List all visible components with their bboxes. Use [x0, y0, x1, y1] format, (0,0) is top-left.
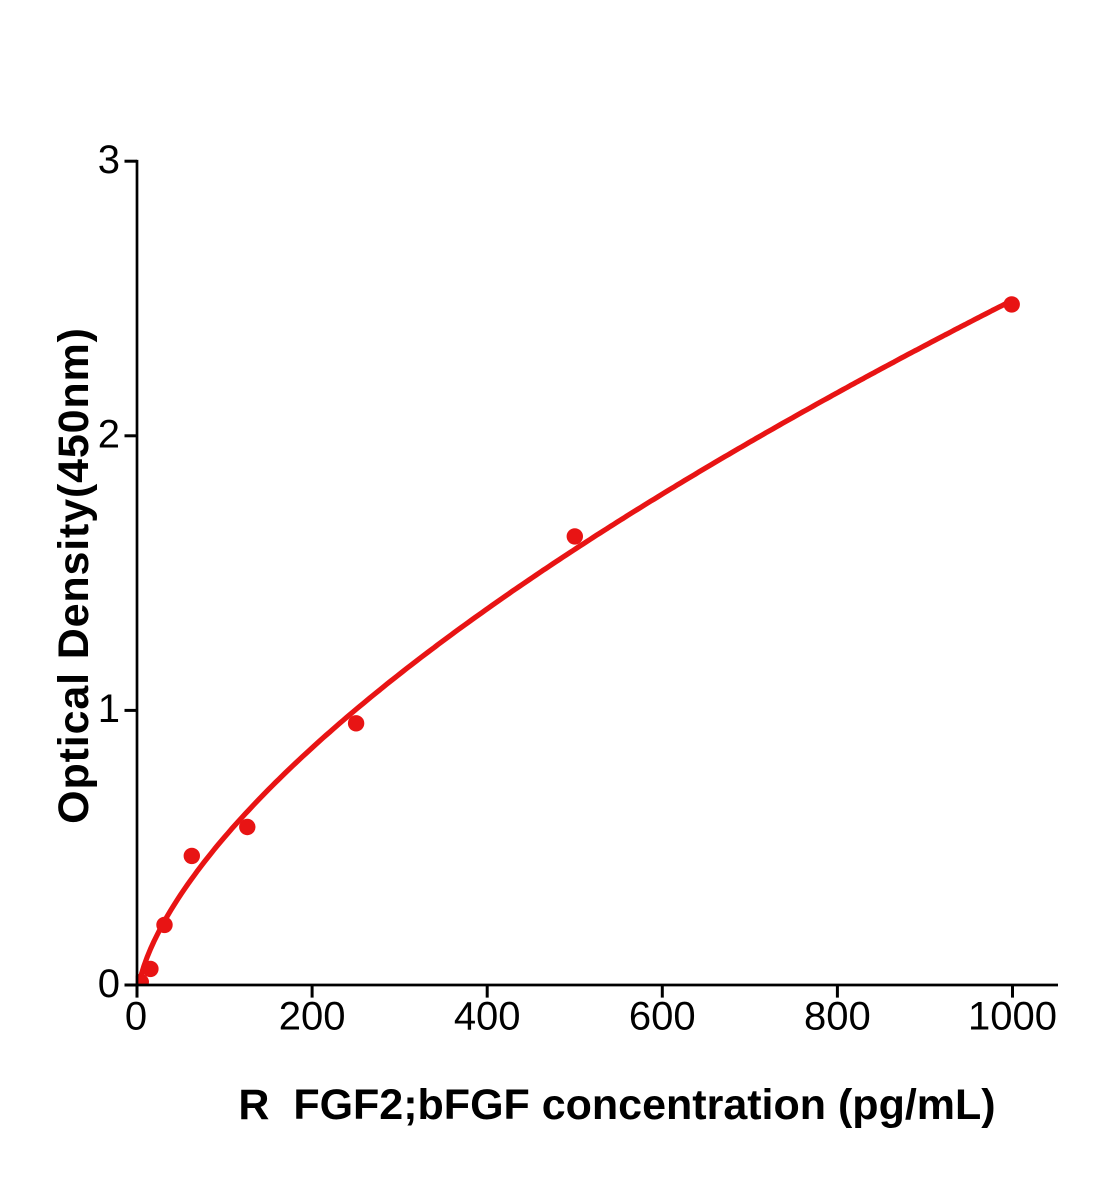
svg-text:3: 3	[98, 138, 120, 182]
svg-text:600: 600	[629, 995, 696, 1039]
svg-text:1000: 1000	[968, 995, 1057, 1039]
svg-text:1: 1	[98, 687, 120, 731]
svg-text:R FGF2;bFGF concentration (pg: R FGF2;bFGF concentration (pg/mL)	[238, 1081, 995, 1129]
svg-text:0: 0	[125, 995, 147, 1039]
svg-text:Optical Density(450nm): Optical Density(450nm)	[50, 327, 98, 824]
svg-text:800: 800	[804, 995, 871, 1039]
svg-text:0: 0	[98, 962, 120, 1006]
svg-text:200: 200	[279, 995, 346, 1039]
svg-text:2: 2	[98, 413, 120, 457]
svg-text:400: 400	[454, 995, 521, 1039]
